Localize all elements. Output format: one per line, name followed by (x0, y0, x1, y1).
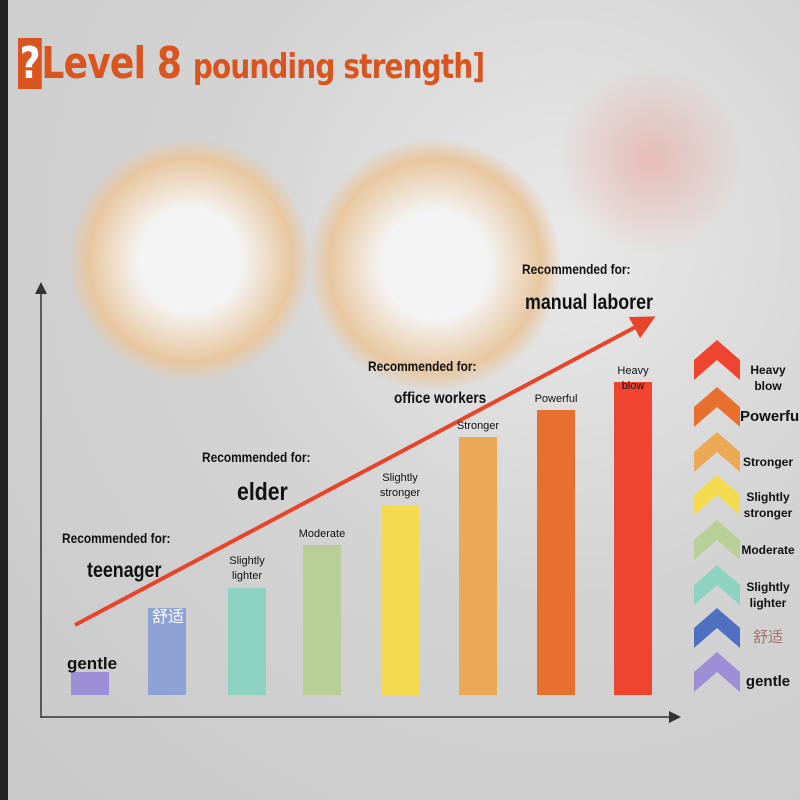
bar-label: Powerful (534, 393, 578, 405)
annotation-who: elder (237, 478, 288, 506)
annotation-label: Recommended for: (62, 530, 171, 546)
legend-chevron-icon (694, 608, 740, 648)
bar-7 (537, 410, 575, 695)
bar-1 (71, 672, 109, 695)
legend-label: gentle (745, 673, 791, 690)
legend-label: 舒适 (752, 629, 783, 646)
bar-6 (459, 437, 497, 695)
legend-chevron-icon (694, 475, 740, 515)
massage-head-left (70, 140, 310, 380)
bar-label: Slightly stronger (379, 472, 421, 499)
bar-label: Slightly lighter (229, 555, 265, 582)
bar-8 (614, 382, 652, 695)
bar-2 (148, 608, 186, 695)
annotation-label: Recommended for: (522, 261, 631, 277)
legend-label: Moderate (741, 543, 795, 557)
massage-head-right (310, 140, 560, 390)
bar-label: Heavy blow (617, 365, 649, 392)
annotation-label: Recommended for: (202, 449, 311, 465)
annotation-who: manual laborer (525, 291, 653, 314)
shoulder-glow (560, 60, 740, 260)
legend-chevron-icon (694, 565, 740, 605)
legend-chevron-icon (694, 652, 740, 692)
bar-label: gentle (66, 654, 118, 673)
legend-chevron-icon (694, 520, 740, 560)
legend-label: Heavy blow (750, 363, 786, 393)
annotation-who: office workers (394, 390, 487, 407)
legend-label: Slightly lighter (746, 580, 790, 610)
legend-label: Slightly stronger (743, 490, 793, 520)
trend-arrow (74, 316, 656, 627)
bar-label: Stronger (456, 420, 500, 432)
legend-chevron-icon (694, 432, 740, 472)
annotation-who: teenager (87, 559, 162, 582)
page-title: ?Level 8 pounding strength] (18, 38, 485, 89)
bar-label: Moderate (298, 528, 346, 540)
bar-3 (228, 588, 266, 695)
legend-label: Stronger (742, 455, 793, 469)
annotation-label: Recommended for: (368, 358, 477, 374)
legend-chevron-icon (694, 387, 740, 427)
bar-4 (303, 545, 341, 695)
left-edge (0, 0, 8, 800)
bar-5 (381, 505, 419, 695)
legend-chevron-icon (694, 340, 740, 380)
legend-label: Powerful (740, 408, 800, 425)
bar-label: 舒适 (151, 609, 185, 626)
